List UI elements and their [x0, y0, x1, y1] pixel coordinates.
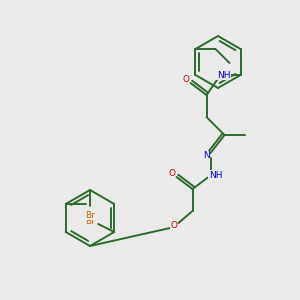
Text: O: O — [182, 76, 189, 85]
Text: Br: Br — [85, 211, 95, 220]
Text: Br: Br — [85, 218, 95, 226]
Text: N: N — [203, 152, 210, 160]
Text: O: O — [170, 220, 177, 230]
Text: NH: NH — [217, 70, 230, 80]
Text: O: O — [168, 169, 175, 178]
Text: NH: NH — [209, 170, 222, 179]
